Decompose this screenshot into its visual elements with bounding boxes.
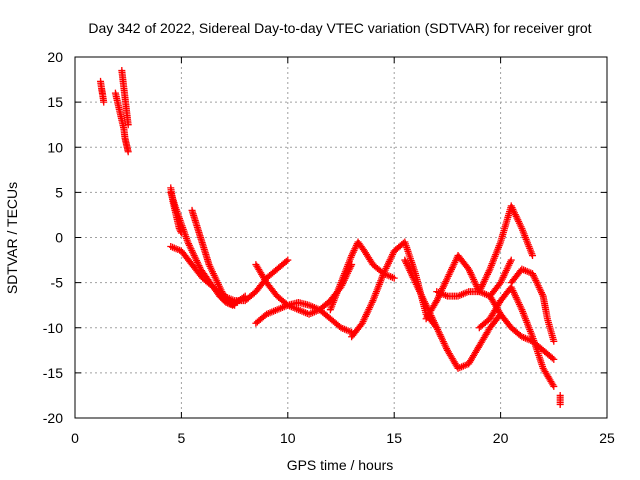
- data-point: [390, 274, 398, 282]
- data-point: [529, 252, 537, 260]
- y-axis-label: SDTVAR / TECUs: [4, 182, 20, 294]
- data-point: [124, 121, 132, 129]
- data-point: [556, 400, 564, 408]
- data-point: [100, 98, 108, 106]
- y-tick-label: -5: [51, 275, 64, 291]
- data-point: [507, 256, 515, 264]
- data-points: [97, 67, 564, 408]
- data-point: [550, 337, 558, 345]
- y-tick-label: 5: [55, 184, 63, 200]
- data-point: [548, 354, 556, 362]
- data-point: [550, 382, 558, 390]
- y-tick-label: 20: [47, 49, 63, 65]
- y-tick-label: -15: [43, 365, 63, 381]
- chart-title: Day 342 of 2022, Sidereal Day-to-day VTE…: [88, 20, 591, 36]
- x-tick-label: 10: [280, 430, 296, 446]
- x-tick-label: 5: [178, 430, 186, 446]
- y-tick-label: -20: [43, 410, 63, 426]
- data-point: [549, 381, 557, 389]
- y-tick-label: 0: [55, 230, 63, 246]
- tick-marks: 0 5 10 15 20 25 -20 -15 -10 -5 0 5 10 15 20: [43, 49, 615, 446]
- x-tick-label: 15: [386, 430, 402, 446]
- data-point: [284, 256, 292, 264]
- data-point: [124, 148, 132, 156]
- x-tick-label: 25: [599, 430, 615, 446]
- y-tick-label: -10: [43, 320, 63, 336]
- x-axis-label: GPS time / hours: [287, 457, 394, 473]
- y-tick-label: 15: [47, 94, 63, 110]
- data-point: [550, 355, 558, 363]
- x-tick-label: 0: [71, 430, 79, 446]
- data-point: [282, 257, 290, 265]
- x-tick-label: 20: [493, 430, 509, 446]
- y-tick-label: 10: [47, 139, 63, 155]
